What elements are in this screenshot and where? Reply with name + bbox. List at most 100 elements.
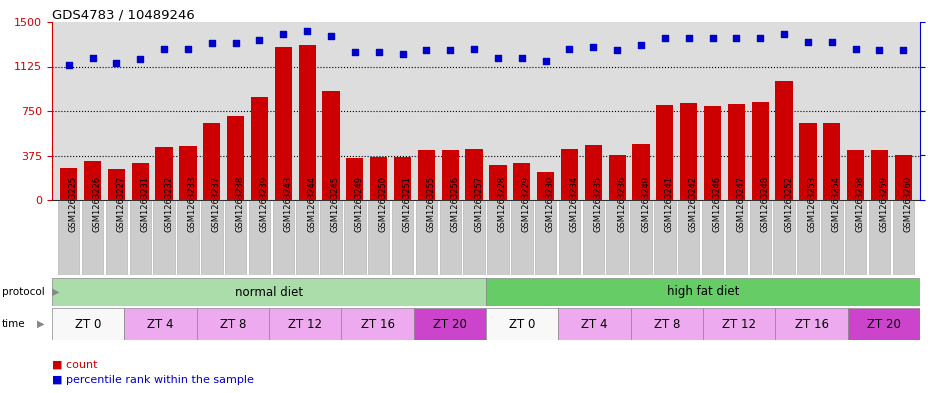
Text: GSM1263256: GSM1263256	[450, 176, 459, 232]
Text: GSM1263227: GSM1263227	[116, 176, 126, 232]
Bar	[895, 155, 912, 200]
Bar	[129, 200, 151, 275]
Bar	[559, 200, 580, 275]
Text: GSM1263231: GSM1263231	[140, 176, 149, 232]
Text: ZT 16: ZT 16	[794, 318, 829, 331]
Bar	[893, 200, 914, 275]
Text: ▶: ▶	[52, 287, 60, 297]
Bar	[751, 102, 769, 200]
Bar	[125, 308, 196, 340]
Bar	[631, 200, 652, 275]
Bar	[346, 158, 364, 200]
Text: GSM1263250: GSM1263250	[379, 176, 388, 232]
Point	[133, 56, 148, 62]
Bar	[704, 106, 721, 200]
Bar	[106, 200, 127, 275]
Text: ZT 8: ZT 8	[654, 318, 680, 331]
Point	[633, 42, 648, 48]
Text: GSM1263254: GSM1263254	[831, 176, 841, 232]
Bar	[132, 163, 149, 200]
Bar	[297, 200, 318, 275]
Bar	[84, 161, 101, 200]
Text: GSM1263230: GSM1263230	[546, 176, 554, 232]
Text: GSM1263248: GSM1263248	[760, 176, 769, 232]
Text: ZT 20: ZT 20	[867, 318, 901, 331]
Bar	[776, 81, 792, 200]
Point	[156, 46, 171, 52]
Bar	[870, 150, 888, 200]
Text: high fat diet: high fat diet	[667, 285, 739, 299]
Bar	[323, 91, 339, 200]
Bar	[486, 278, 920, 306]
Text: GSM1263233: GSM1263233	[188, 176, 197, 232]
Point	[61, 62, 76, 68]
Point	[777, 31, 791, 38]
Text: protocol: protocol	[2, 287, 45, 297]
Text: GSM1263234: GSM1263234	[569, 176, 578, 232]
Bar	[512, 200, 533, 275]
Point	[443, 47, 458, 53]
Text: ZT 4: ZT 4	[581, 318, 607, 331]
Bar	[344, 200, 365, 275]
Point	[418, 47, 433, 53]
Bar	[558, 308, 631, 340]
Bar	[487, 200, 509, 275]
Point	[371, 49, 386, 55]
Text: ZT 0: ZT 0	[75, 318, 101, 331]
Bar	[466, 149, 483, 200]
Text: GSM1263245: GSM1263245	[331, 176, 340, 232]
Bar	[418, 150, 435, 200]
Bar	[299, 44, 316, 200]
Text: GSM1263252: GSM1263252	[784, 176, 793, 232]
Bar	[821, 200, 843, 275]
Text: ZT 12: ZT 12	[288, 318, 322, 331]
Text: GSM1263243: GSM1263243	[284, 176, 292, 232]
Bar	[631, 308, 703, 340]
Bar	[179, 146, 196, 200]
Bar	[847, 308, 920, 340]
Point	[205, 40, 219, 46]
Text: ZT 0: ZT 0	[509, 318, 536, 331]
Point	[348, 49, 363, 55]
Point	[467, 46, 482, 52]
Bar	[800, 123, 817, 200]
Text: GSM1263228: GSM1263228	[498, 176, 507, 232]
Bar	[513, 163, 530, 200]
Bar	[585, 145, 602, 200]
Bar	[776, 308, 847, 340]
Bar	[52, 308, 125, 340]
Text: GSM1263241: GSM1263241	[665, 176, 674, 232]
Bar	[678, 200, 699, 275]
Bar	[703, 308, 776, 340]
Bar	[155, 147, 173, 200]
Bar	[368, 200, 390, 275]
Text: GSM1263235: GSM1263235	[593, 176, 603, 232]
Point	[228, 40, 243, 46]
Bar	[227, 116, 245, 200]
Bar	[251, 97, 268, 200]
Bar	[370, 157, 387, 200]
Point	[252, 37, 267, 43]
Text: GSM1263247: GSM1263247	[737, 176, 745, 232]
Bar	[442, 150, 458, 200]
Bar	[797, 200, 818, 275]
Text: GSM1263257: GSM1263257	[474, 176, 483, 232]
Text: GSM1263229: GSM1263229	[522, 176, 531, 232]
Point	[538, 58, 553, 64]
Point	[299, 28, 314, 34]
Text: GSM1263239: GSM1263239	[259, 176, 269, 232]
Text: GSM1263259: GSM1263259	[880, 176, 888, 232]
Bar	[108, 169, 125, 200]
Bar	[632, 144, 649, 200]
Point	[324, 33, 339, 39]
Text: GSM1263226: GSM1263226	[93, 176, 101, 232]
Bar	[561, 149, 578, 200]
Point	[848, 46, 863, 52]
Bar	[489, 165, 507, 200]
Bar	[82, 200, 103, 275]
Text: ▶: ▶	[37, 319, 45, 329]
Point	[896, 47, 910, 53]
Bar	[416, 200, 437, 275]
Bar	[654, 200, 675, 275]
Point	[752, 35, 767, 41]
